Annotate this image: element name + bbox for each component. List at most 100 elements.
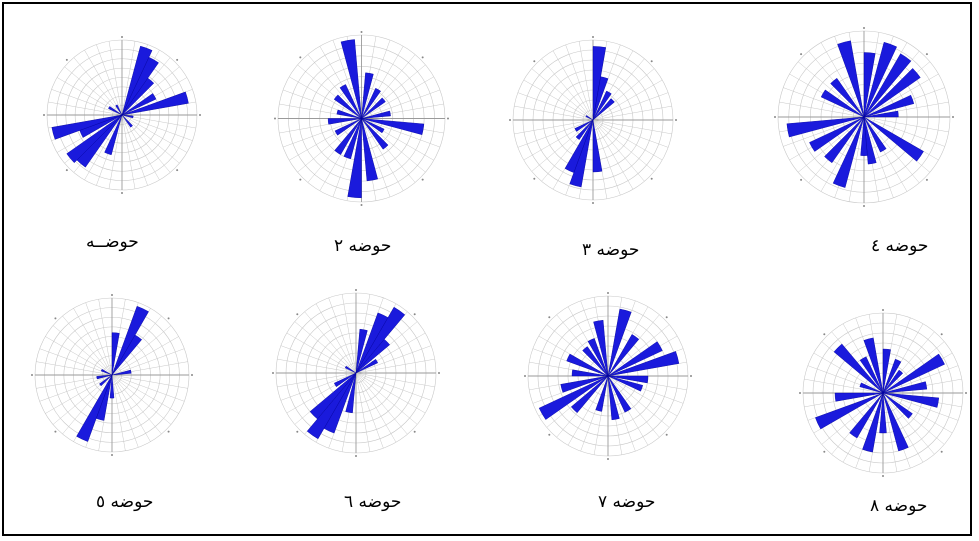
axis-tick-mark — [274, 117, 276, 120]
rose-petal — [837, 40, 865, 118]
grid-spoke — [355, 372, 408, 435]
grid-spoke — [280, 372, 357, 401]
rose-petal — [882, 369, 904, 394]
grid-spoke — [84, 49, 123, 116]
rose-petal — [607, 375, 632, 413]
grid-spoke — [73, 57, 123, 116]
grid-spoke — [85, 302, 113, 376]
grid-spoke — [36, 361, 113, 376]
grid-spoke — [111, 374, 139, 448]
axis-tick-mark — [121, 36, 123, 38]
grid-spoke — [607, 324, 670, 377]
axis-tick-mark — [299, 178, 302, 181]
axis-tick-mark — [533, 177, 536, 180]
grid-spoke — [355, 372, 432, 401]
axis-tick-mark — [121, 192, 123, 194]
rose-petal — [566, 353, 609, 377]
axis-tick-mark — [524, 375, 526, 377]
grid-spoke — [361, 89, 441, 119]
rose-petal — [815, 392, 884, 430]
axis-tick-mark — [355, 455, 357, 457]
grid-spoke — [286, 332, 357, 374]
axis-tick-mark — [296, 313, 299, 316]
grid-spoke — [361, 118, 441, 148]
rose-petal — [575, 119, 594, 140]
axis-tick-mark — [607, 458, 609, 460]
grid-spoke — [779, 101, 865, 118]
grid-spoke — [332, 39, 362, 119]
axis-tick-mark — [421, 56, 424, 59]
grid-spoke — [882, 341, 945, 394]
grid-spoke — [121, 114, 193, 141]
rose-petal — [361, 97, 386, 119]
rose-petal — [111, 334, 142, 376]
grid-spoke — [863, 116, 945, 147]
grid-spoke — [531, 68, 594, 121]
rose-petal — [863, 94, 915, 118]
rose-petal — [345, 372, 357, 414]
axis-tick-mark — [54, 430, 57, 433]
grid-spoke — [882, 392, 924, 463]
rose-petal — [882, 358, 902, 394]
rose-petal — [111, 369, 132, 376]
grid-spoke — [607, 375, 678, 417]
rose-petal — [607, 375, 620, 421]
grid-spoke — [531, 119, 594, 172]
axis-tick-mark — [952, 116, 954, 118]
grid-spoke — [111, 374, 126, 451]
grid-spoke — [307, 54, 362, 119]
axis-tick-mark — [925, 178, 928, 181]
grid-spoke — [111, 374, 185, 402]
rose-petal — [361, 87, 381, 119]
grid-spoke — [517, 119, 594, 148]
rose-petal — [340, 39, 362, 119]
grid-spoke — [111, 374, 151, 442]
axis-tick-mark — [774, 116, 776, 118]
rose-petal — [121, 91, 189, 116]
grid-spoke — [783, 116, 865, 147]
grid-spoke — [607, 375, 636, 452]
axis-tick-mark — [800, 178, 803, 181]
grid-spoke — [62, 374, 113, 435]
axis-tick-mark — [548, 433, 551, 436]
rose-petal — [343, 118, 362, 160]
rose-petal — [538, 375, 609, 420]
grid-spoke — [121, 66, 180, 116]
rose-petal — [834, 392, 884, 402]
rose-petal — [355, 358, 379, 374]
axis-tick-mark — [509, 119, 511, 121]
rose-petal — [121, 56, 159, 116]
grid-spoke — [64, 66, 123, 116]
axis-tick-mark — [823, 450, 826, 453]
grid-spoke — [592, 119, 655, 172]
grid-spoke — [52, 325, 113, 376]
axis-tick-mark — [447, 117, 449, 120]
grid-spoke — [111, 374, 162, 435]
grid-spoke — [297, 118, 362, 173]
axis-tick-mark — [592, 202, 594, 204]
axis-tick-mark — [65, 169, 68, 172]
axis-tick-mark — [882, 309, 884, 311]
axis-tick-mark — [548, 316, 551, 319]
grid-spoke — [121, 114, 148, 186]
grid-spoke — [45, 336, 113, 376]
grid-spoke — [361, 118, 426, 173]
rose-petal — [832, 116, 865, 188]
grid-spoke — [111, 374, 179, 414]
grid-spoke — [39, 374, 113, 402]
grid-spoke — [797, 61, 865, 118]
caption-basin-5: حوضه ٥ — [96, 492, 154, 512]
rose-petal — [100, 368, 113, 376]
rose-diagram-5 — [31, 294, 193, 456]
grid-spoke — [315, 303, 357, 374]
axis-tick-mark — [421, 178, 424, 181]
rose-petal — [587, 338, 609, 377]
grid-spoke — [882, 365, 959, 394]
grid-spoke — [355, 372, 371, 452]
rose-petal — [570, 375, 609, 414]
grid-spoke — [863, 116, 949, 133]
rose-petal — [849, 392, 884, 439]
rose-petal — [569, 119, 594, 188]
grid-spoke — [84, 114, 123, 181]
grid-spoke — [280, 345, 357, 374]
